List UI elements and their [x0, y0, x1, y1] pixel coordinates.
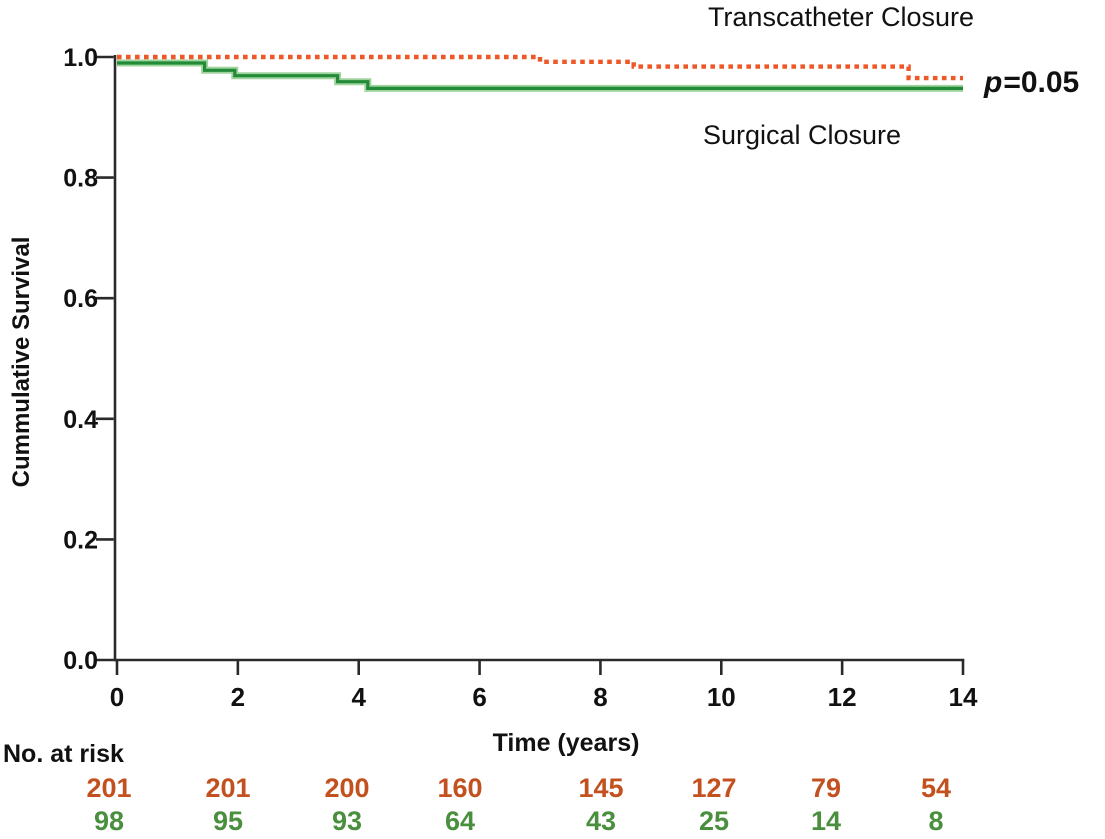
risk-count-row0-t12: 79 — [810, 773, 842, 803]
y-tick-label-0.8: 0.8 — [63, 165, 98, 193]
risk-count-row0-t6: 160 — [437, 773, 483, 803]
risk-count-row0-t4: 200 — [324, 773, 370, 803]
y-tick-label-0.0: 0.0 — [63, 647, 98, 675]
series-line-surgical-closure — [117, 61, 963, 91]
risk-count-row1-t12: 14 — [810, 806, 842, 836]
risk-count-row1-t4: 93 — [331, 806, 363, 836]
x-tick-label-14: 14 — [949, 682, 978, 712]
risk-count-row1-t8: 43 — [585, 806, 617, 836]
x-tick-label-6: 6 — [472, 682, 486, 712]
x-tick-label-0: 0 — [110, 682, 124, 712]
x-tick-label-10: 10 — [707, 682, 736, 712]
risk-count-row1-t14: 8 — [928, 806, 944, 836]
p-value-number: =0.05 — [1003, 66, 1080, 99]
risk-count-row1-t6: 64 — [444, 806, 476, 836]
p-value-symbol: p — [984, 66, 1003, 99]
y-tick-label-0.2: 0.2 — [63, 526, 98, 554]
y-tick-label-0.6: 0.6 — [63, 285, 98, 313]
y-axis-title: Cummulative Survival — [8, 236, 35, 488]
series-label-surgical: Surgical Closure — [702, 120, 902, 150]
x-tick-label-4: 4 — [351, 682, 366, 712]
x-tick-label-8: 8 — [593, 682, 607, 712]
series-label-transcatheter: Transcatheter Closure — [707, 2, 975, 32]
p-value-label: p=0.05 — [984, 66, 1079, 100]
risk-count-row0-t14: 54 — [920, 773, 952, 803]
risk-count-row0-t2: 201 — [205, 773, 251, 803]
x-tick-label-12: 12 — [828, 682, 857, 712]
risk-count-row1-t10: 25 — [698, 806, 730, 836]
risk-count-row1-t0: 98 — [93, 806, 125, 836]
risk-table-title: No. at risk — [3, 740, 124, 768]
risk-count-row1-t2: 95 — [212, 806, 244, 836]
risk-count-row0-t10: 127 — [691, 773, 737, 803]
series-line-transcatheter-closure — [117, 54, 963, 81]
x-axis-title: Time (years) — [492, 729, 640, 757]
risk-count-row0-t0: 201 — [86, 773, 132, 803]
risk-count-row0-t8: 145 — [578, 773, 624, 803]
y-tick-label-1.0: 1.0 — [63, 44, 98, 72]
y-tick-label-0.4: 0.4 — [63, 406, 98, 434]
x-tick-label-2: 2 — [231, 682, 245, 712]
